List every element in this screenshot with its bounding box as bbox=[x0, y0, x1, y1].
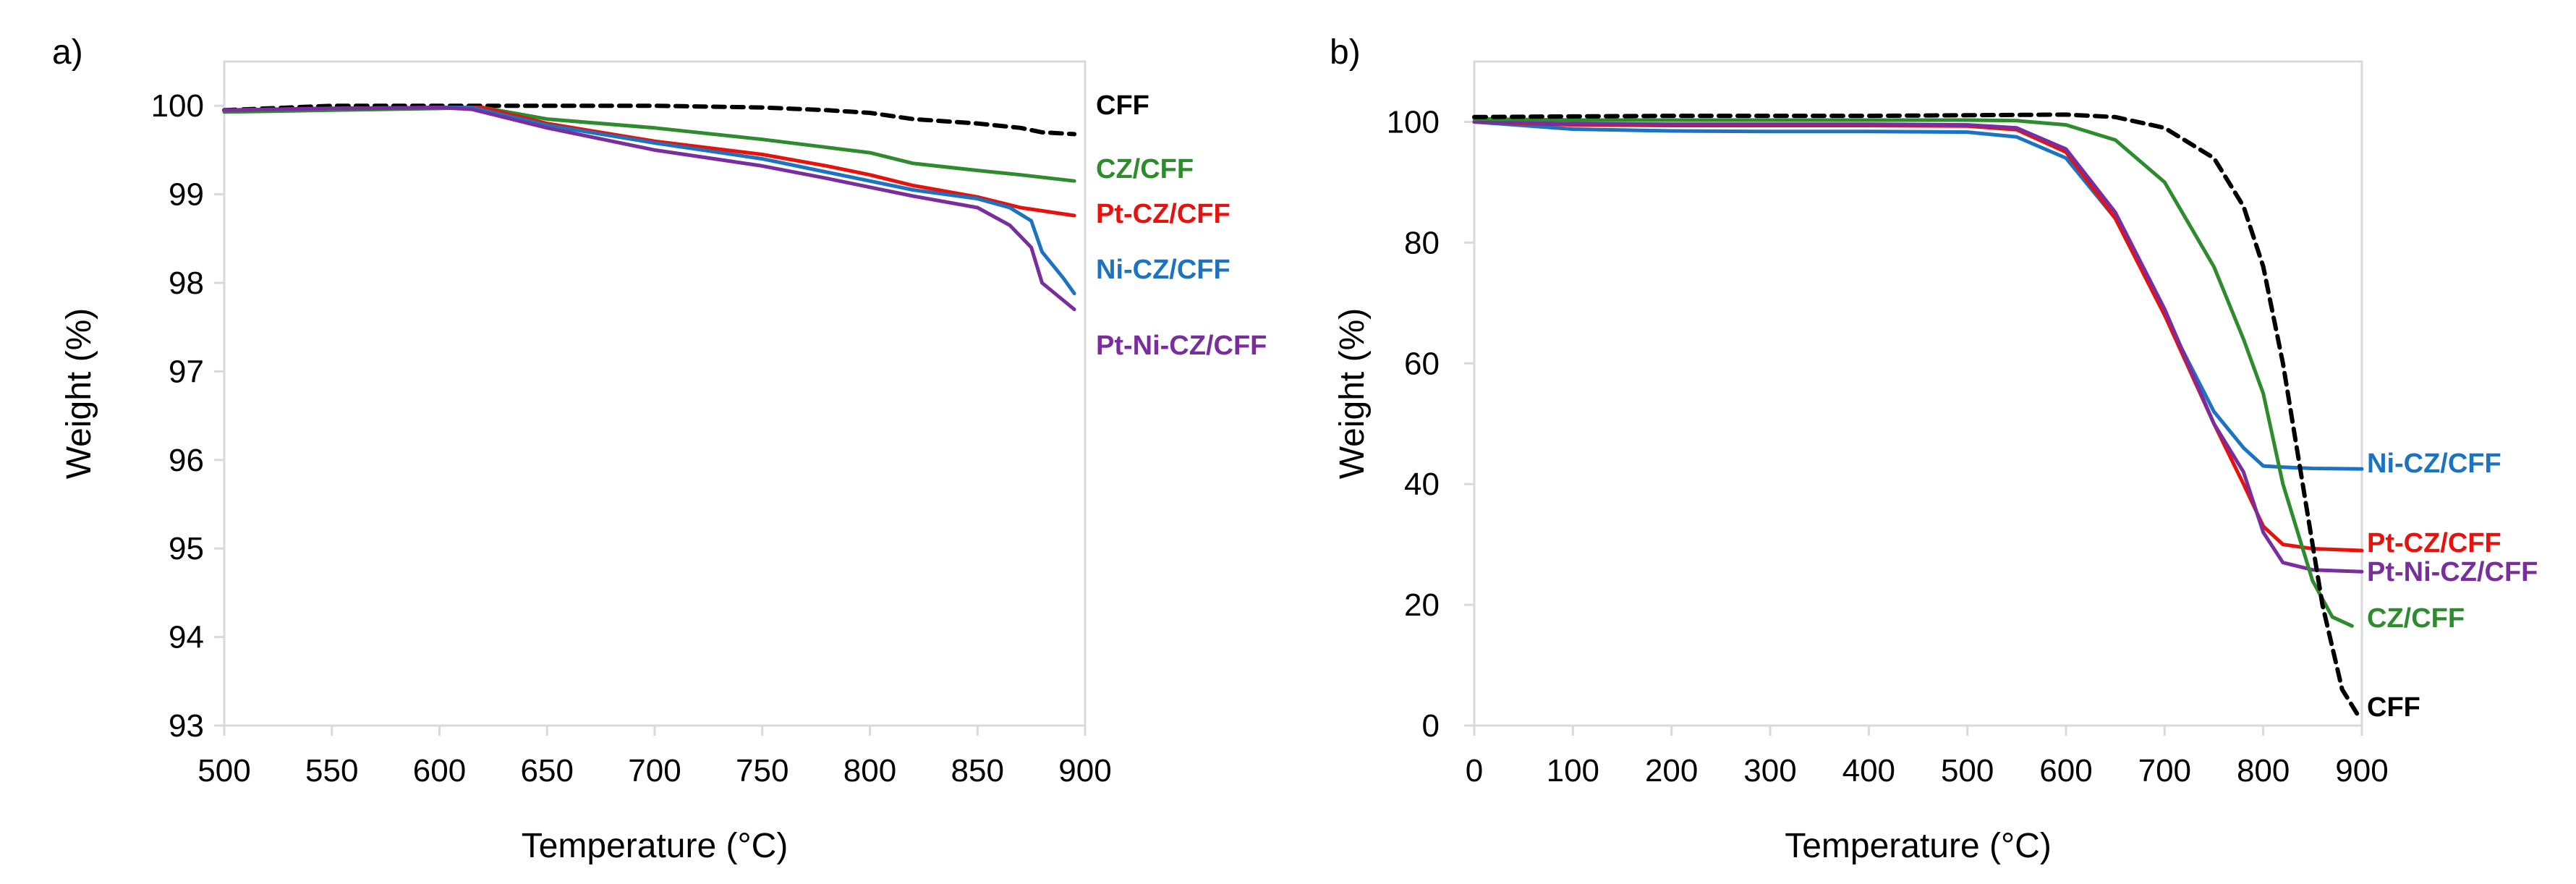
y-tick-label: 100 bbox=[151, 88, 204, 124]
series-line-pt-ni-cz-cff bbox=[222, 106, 1076, 312]
y-tick-label: 99 bbox=[169, 177, 204, 213]
x-tick-label: 0 bbox=[1466, 753, 1483, 789]
x-tick-label: 550 bbox=[305, 753, 358, 789]
y-axis-title: Weight (%) bbox=[1333, 308, 1372, 480]
panel-label: a) bbox=[52, 33, 83, 72]
x-tick-label: 800 bbox=[2237, 753, 2290, 789]
y-tick-label: 94 bbox=[169, 620, 204, 655]
x-tick-label: 500 bbox=[197, 753, 250, 789]
x-tick-label: 600 bbox=[413, 753, 466, 789]
series-label-pt-ni-cz-cff: Pt-Ni-CZ/CFF bbox=[2367, 557, 2538, 587]
x-tick-label: 100 bbox=[1547, 753, 1599, 789]
series-label-ni-cz-cff: Ni-CZ/CFF bbox=[2367, 449, 2501, 479]
series-line-ni-cz-cff bbox=[1472, 120, 2364, 471]
series-line-cff bbox=[222, 103, 1077, 137]
y-tick-label: 60 bbox=[1404, 346, 1440, 381]
y-tick-label: 20 bbox=[1404, 587, 1440, 623]
x-tick-label: 900 bbox=[1058, 753, 1111, 789]
series-label-pt-ni-cz-cff: Pt-Ni-CZ/CFF bbox=[1096, 331, 1267, 361]
x-axis-title: Temperature (°C) bbox=[1785, 827, 2052, 865]
x-tick-label: 300 bbox=[1743, 753, 1796, 789]
series-line-pt-ni-cz-cff bbox=[1472, 120, 2364, 574]
series-label-cz-cff: CZ/CFF bbox=[2367, 603, 2465, 634]
series-label-pt-cz-cff: Pt-CZ/CFF bbox=[2367, 528, 2501, 558]
y-tick-label: 97 bbox=[169, 354, 204, 389]
y-tick-label: 98 bbox=[169, 265, 204, 301]
x-tick-label: 900 bbox=[2335, 753, 2388, 789]
plot-frame bbox=[223, 60, 1087, 727]
x-tick-label: 500 bbox=[1941, 753, 1994, 789]
x-axis-title: Temperature (°C) bbox=[522, 827, 788, 865]
x-tick-label: 700 bbox=[2138, 753, 2191, 789]
x-tick-label: 600 bbox=[2039, 753, 2092, 789]
y-tick-label: 80 bbox=[1404, 225, 1440, 260]
x-tick-label: 650 bbox=[521, 753, 574, 789]
series-label-cff: CFF bbox=[1096, 90, 1149, 121]
y-tick-label: 0 bbox=[1422, 708, 1440, 744]
panel-a: a) 500 550 600 650 700 750 800 850 900 93 94 95 96 97 9… bbox=[52, 33, 1267, 865]
y-tick-label: 96 bbox=[169, 443, 204, 478]
series-label-pt-cz-cff: Pt-CZ/CFF bbox=[1096, 199, 1230, 229]
x-tick-label: 850 bbox=[951, 753, 1004, 789]
series-label-cz-cff: CZ/CFF bbox=[1096, 154, 1194, 184]
series-line-cz-cff bbox=[1472, 116, 2354, 628]
plot-frame bbox=[1473, 60, 2363, 727]
series-label-cff: CFF bbox=[2367, 692, 2420, 723]
series-label-ni-cz-cff: Ni-CZ/CFF bbox=[1096, 255, 1230, 285]
y-tick-label: 100 bbox=[1387, 104, 1440, 140]
x-tick-label: 200 bbox=[1645, 753, 1698, 789]
x-tick-label: 700 bbox=[628, 753, 681, 789]
panel-label: b) bbox=[1330, 33, 1361, 72]
y-tick-label: 93 bbox=[169, 708, 204, 744]
y-axis-title: Weight (%) bbox=[60, 308, 98, 480]
x-tick-label: 800 bbox=[843, 753, 896, 789]
y-tick-label: 95 bbox=[169, 531, 204, 566]
series-line-cff bbox=[1472, 112, 2360, 716]
series-line-pt-cz-cff bbox=[222, 106, 1076, 218]
panel-b: b) 0 100 200 300 400 500 600 700 800 900 0 20 40 60 80 1… bbox=[1330, 33, 2538, 865]
series-line-cz-cff bbox=[222, 106, 1076, 183]
y-tick-label: 40 bbox=[1404, 467, 1440, 502]
x-tick-label: 400 bbox=[1842, 753, 1895, 789]
x-tick-label: 750 bbox=[736, 753, 788, 789]
